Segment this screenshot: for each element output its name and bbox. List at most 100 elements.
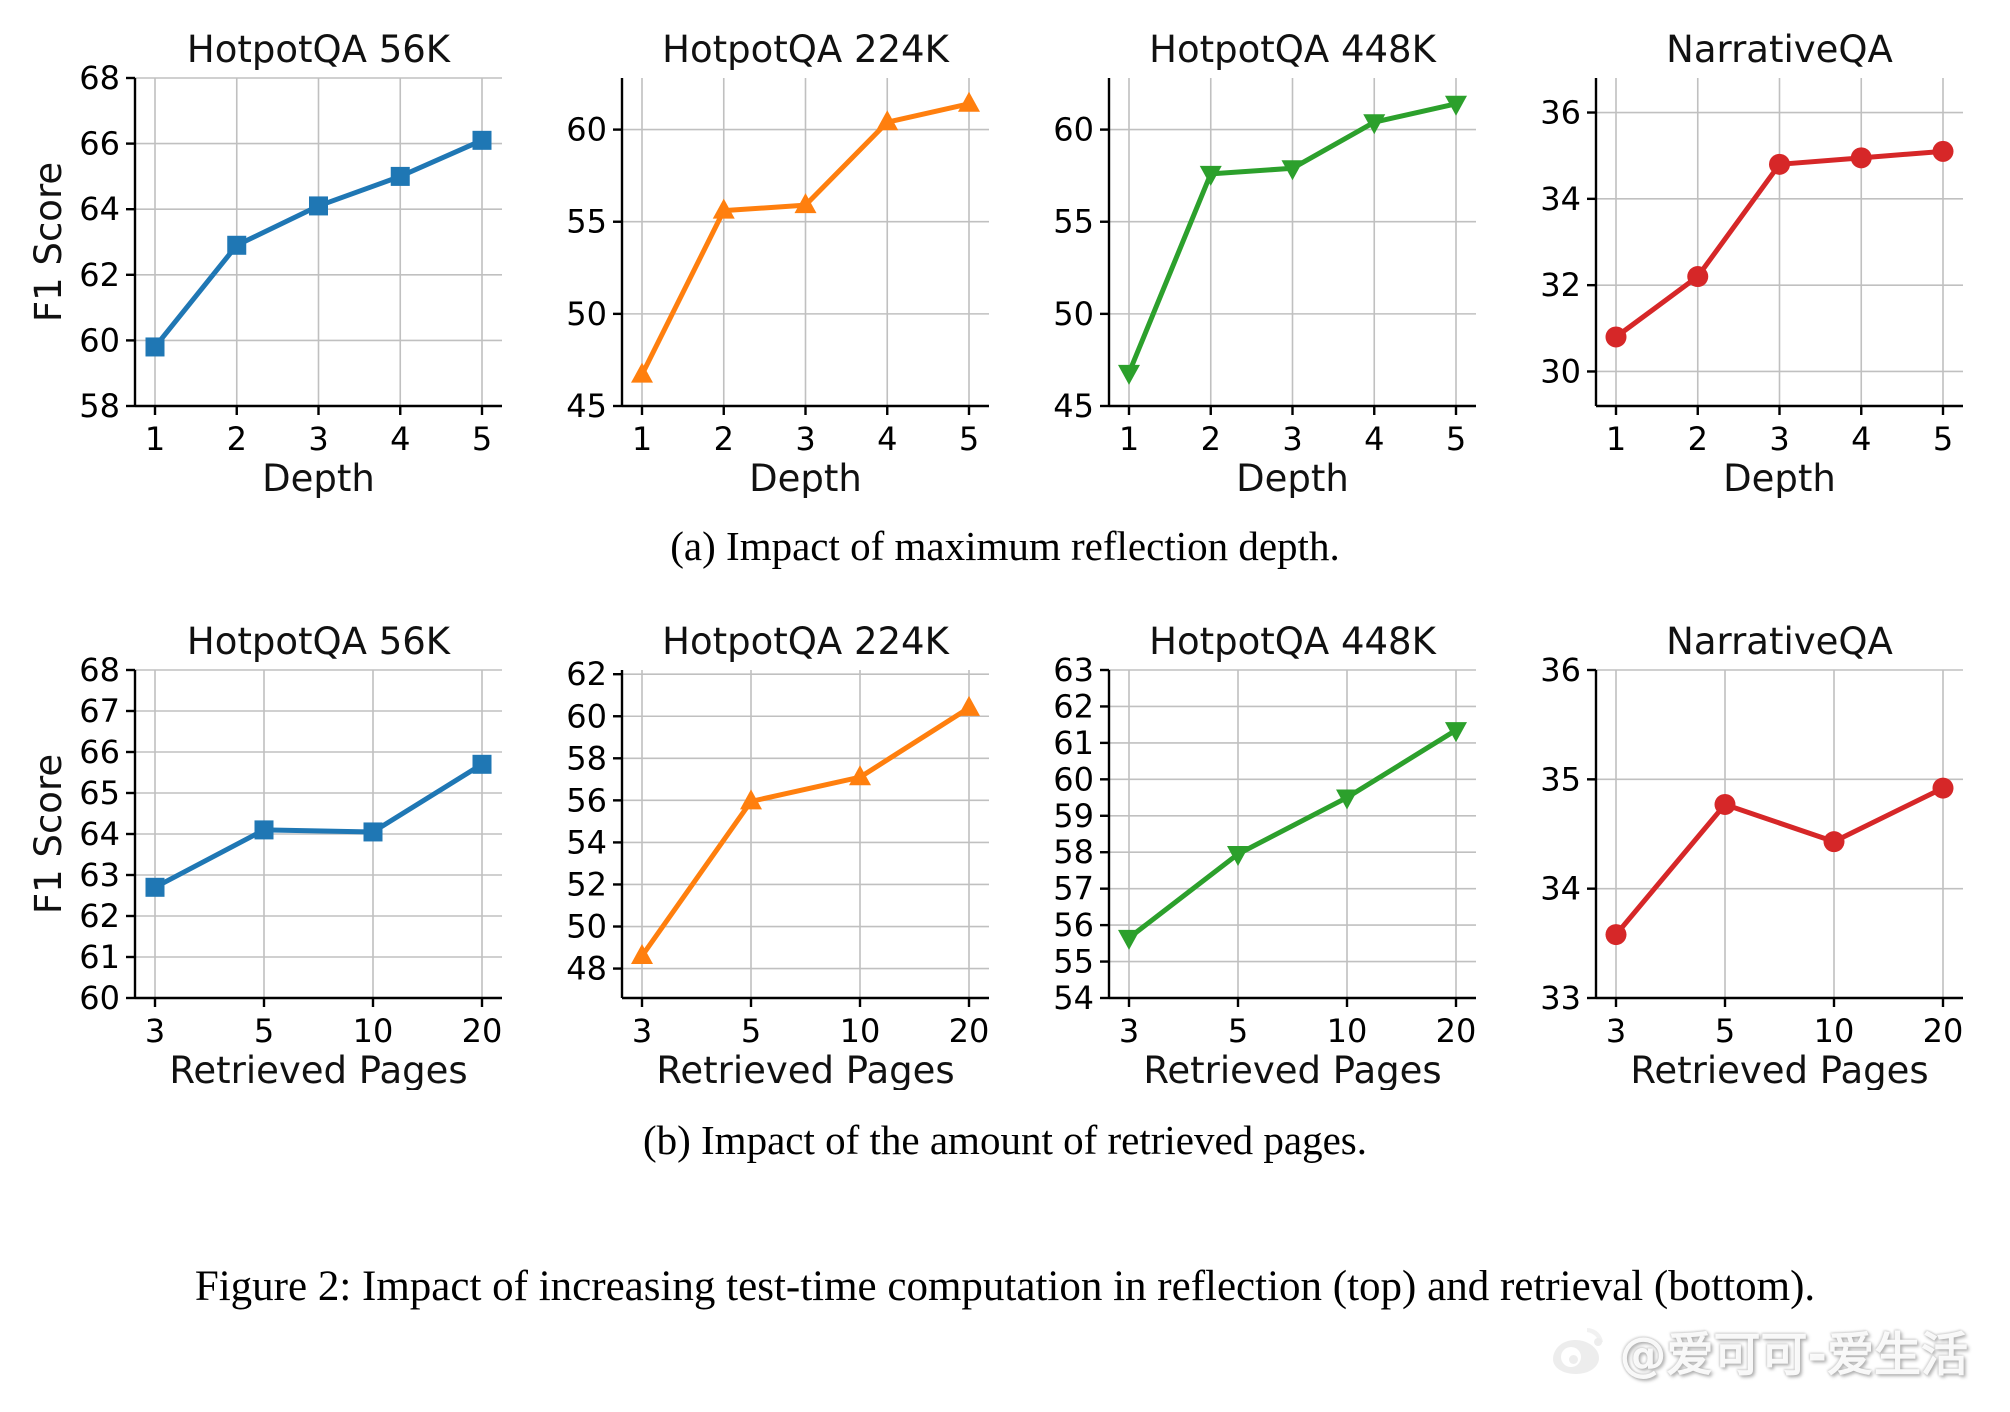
x-tick-label: 3 (632, 1012, 652, 1050)
y-tick-label: 54 (566, 823, 607, 861)
data-point (958, 695, 980, 716)
axes (1587, 78, 1963, 415)
data-point (1714, 793, 1736, 815)
chart-depth-hotpotqa-56k: 58 60 62 64 66 68 1 2 3 4 5 HotpotQA 56K Depth F1 Sco… (27, 28, 518, 500)
x-tick-label: 3 (1606, 1012, 1626, 1050)
y-tick-label: 55 (1053, 203, 1094, 241)
x-tick-label: 1 (145, 420, 165, 458)
y-tick-label: 64 (79, 815, 120, 853)
data-point (794, 193, 817, 214)
chart-depth-hotpotqa-224k: 45 50 55 60 1 2 3 4 5 HotpotQA 224K Depth (518, 28, 1005, 500)
x-tick-label: 5 (254, 1012, 274, 1050)
y-tick-label: 60 (566, 697, 607, 735)
chart-title: HotpotQA 224K (662, 620, 950, 663)
y-tick-label: 59 (1053, 797, 1094, 835)
data-point (363, 822, 383, 842)
y-tick-label: 52 (566, 865, 607, 903)
data-point (227, 235, 247, 255)
data-point (1823, 831, 1845, 853)
y-tick-label: 65 (79, 774, 120, 812)
data-point (849, 765, 871, 786)
gridlines (135, 669, 502, 999)
y-tick-label: 58 (79, 387, 120, 425)
x-tick-label: 10 (353, 1012, 394, 1050)
watermark-text: @爱可可-爱生活 (1619, 1328, 1968, 1383)
x-axis-label: Retrieved Pages (1143, 1049, 1441, 1090)
figure-2-panel: 58 60 62 64 66 68 1 2 3 4 5 HotpotQA 56K Depth F1 Sco… (27, 28, 1968, 1383)
data-point (1199, 165, 1222, 186)
axes (126, 668, 502, 1007)
x-tick-label: 4 (1851, 420, 1871, 458)
data-point (631, 943, 653, 964)
figure-caption: Figure 2: Impact of increasing test-time… (194, 1263, 1816, 1310)
data-point (1687, 266, 1709, 288)
y-tick-label: 56 (566, 781, 607, 819)
y-tick-label: 68 (79, 651, 120, 689)
x-axis-label: Depth (749, 457, 862, 498)
y-tick-label: 60 (1053, 111, 1094, 149)
data-point (1932, 777, 1954, 799)
chart-svg-pages-hotpotqa-224k: 48 50 52 54 56 58 60 62 3 5 10 20 HotpotQA 224K Retri… (566, 620, 990, 1092)
gridlines (1596, 669, 1963, 999)
x-tick-label: 3 (1769, 420, 1789, 458)
y-tick-label: 62 (1053, 687, 1094, 725)
data-point (1118, 929, 1140, 950)
x-tick-label: 10 (1814, 1012, 1855, 1050)
chart-title: HotpotQA 224K (662, 28, 950, 71)
y-tick-label: 45 (566, 387, 607, 425)
chart-title: HotpotQA 448K (1149, 28, 1437, 71)
y-tick-label: 61 (1053, 724, 1094, 762)
y-tick-label: 34 (1540, 180, 1581, 218)
y-tick-label: 34 (1540, 870, 1581, 908)
y-tick-label: 68 (79, 59, 120, 97)
data-point (1850, 147, 1872, 169)
data-point (1281, 160, 1304, 181)
gridlines (135, 77, 502, 407)
x-tick-label: 5 (959, 420, 979, 458)
chart-title: HotpotQA 56K (187, 28, 452, 71)
y-tick-label: 57 (1053, 870, 1094, 908)
y-tick-label: 62 (79, 256, 120, 294)
gridlines (1596, 78, 1963, 406)
x-tick-label: 1 (632, 420, 652, 458)
data-point (740, 789, 762, 810)
chart-title: HotpotQA 56K (187, 620, 452, 663)
y-tick-label: 55 (1053, 943, 1094, 981)
chart-title: HotpotQA 448K (1149, 620, 1437, 663)
y-tick-label: 62 (79, 897, 120, 935)
x-tick-label: 4 (877, 420, 897, 458)
x-tick-label: 5 (1933, 420, 1953, 458)
data-point (390, 166, 410, 186)
x-tick-label: 20 (1436, 1012, 1477, 1050)
line-series (1614, 785, 1945, 937)
y-tick-label: 30 (1540, 352, 1581, 390)
axes (613, 78, 989, 415)
x-tick-label: 5 (472, 420, 492, 458)
weibo-icon (1553, 1327, 1604, 1374)
y-tick-label: 50 (566, 908, 607, 946)
y-tick-label: 50 (1053, 295, 1094, 333)
subcaption-a: (a) Impact of maximum reflection depth. (670, 523, 1340, 569)
data-point (1769, 153, 1790, 175)
y-tick-label: 48 (566, 950, 607, 988)
data-point (1605, 924, 1627, 946)
data-point (145, 337, 165, 357)
axes (613, 670, 989, 1007)
x-tick-label: 20 (949, 1012, 990, 1050)
axes (126, 76, 502, 415)
axes (1100, 78, 1476, 415)
data-point (712, 198, 735, 219)
y-tick-label: 60 (79, 321, 120, 359)
x-tick-label: 4 (390, 420, 410, 458)
data-point (254, 820, 274, 840)
y-tick-label: 60 (566, 111, 607, 149)
chart-title: NarrativeQA (1666, 28, 1893, 71)
gridlines (622, 670, 989, 998)
data-point (1227, 846, 1249, 867)
x-axis-label: Depth (1236, 457, 1349, 498)
y-tick-label: 54 (1053, 979, 1094, 1017)
y-tick-label: 66 (79, 733, 120, 771)
y-tick-label: 60 (1053, 760, 1094, 798)
